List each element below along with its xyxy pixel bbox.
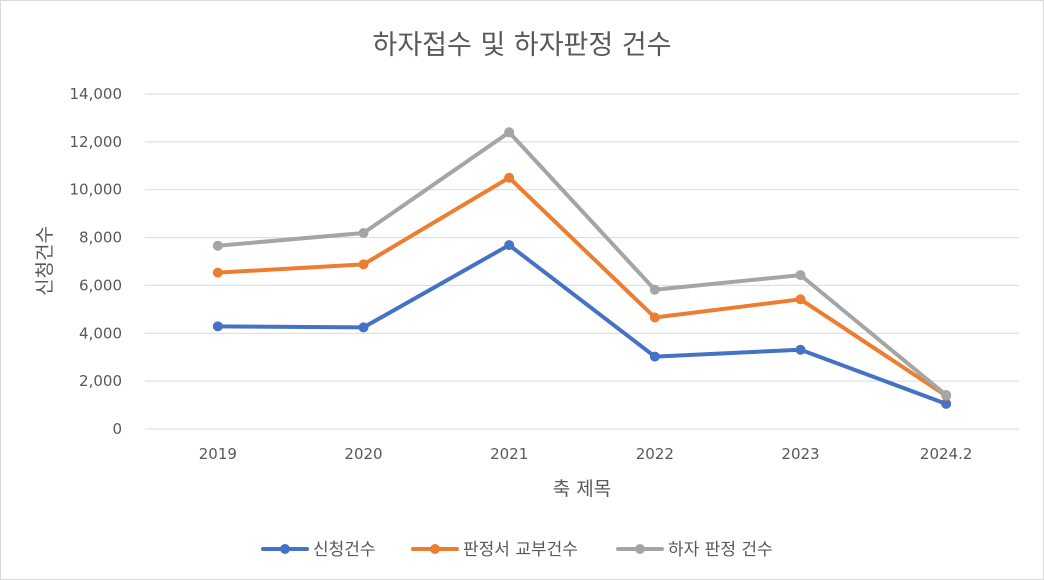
legend: 신청건수 판정서 교부건수 하자 판정 건수 [261,540,773,560]
x-axis-title: 축 제목 [553,478,611,500]
data-point [795,344,806,355]
data-point [795,294,806,305]
legend-item[interactable]: 판정서 교부건수 [411,540,578,560]
legend-item[interactable]: 신청건수 [261,540,376,560]
y-tick-label: 10,000 [70,181,123,199]
x-tick-label: 2020 [344,445,382,463]
legend-marker [430,544,440,554]
y-tick-label: 4,000 [79,324,122,342]
data-point [212,267,223,278]
data-point [212,240,223,251]
data-point [941,398,952,409]
y-tick-label: 14,000 [70,85,123,103]
data-point [504,240,515,251]
data-point [212,321,223,332]
data-point [504,127,515,138]
data-point [504,172,515,183]
data-point [649,351,660,362]
legend-label: 하자 판정 건수 [668,540,773,560]
series-line-2 [215,175,949,398]
x-tick-label: 2024.2 [920,445,973,463]
data-point [941,390,952,401]
data-point [649,284,660,295]
y-tick-label: 2,000 [79,372,122,390]
y-axis-title: 신청건수 [34,226,56,296]
series-line-1 [215,243,949,406]
x-tick-label: 2022 [636,445,674,463]
legend-label: 판정서 교부건수 [463,540,578,560]
gridlines [145,93,1019,430]
series-line-3 [215,130,949,398]
data-point [795,270,806,281]
data-point [358,322,369,333]
x-tick-label: 2019 [199,445,237,463]
series-lines [212,127,952,409]
legend-marker [635,544,645,554]
y-tick-label: 12,000 [70,133,123,151]
legend-label: 신청건수 [313,540,376,560]
data-point [358,259,369,270]
chart-title: 하자접수 및 하자판정 건수 [373,30,672,61]
y-tick-label: 8,000 [79,229,122,247]
legend-marker [280,544,290,554]
y-tick-label: 0 [112,420,122,438]
y-axis-ticks: 0 2,000 4,000 6,000 8,000 10,000 12,000 14,000 [70,85,123,438]
y-tick-label: 6,000 [79,276,122,294]
data-point [649,312,660,323]
x-tick-label: 2023 [781,445,819,463]
legend-item[interactable]: 하자 판정 건수 [616,540,773,560]
data-point [358,228,369,239]
x-tick-label: 2021 [490,445,528,463]
x-axis-ticks: 2019 2020 2021 2022 2023 2024.2 [199,445,973,463]
